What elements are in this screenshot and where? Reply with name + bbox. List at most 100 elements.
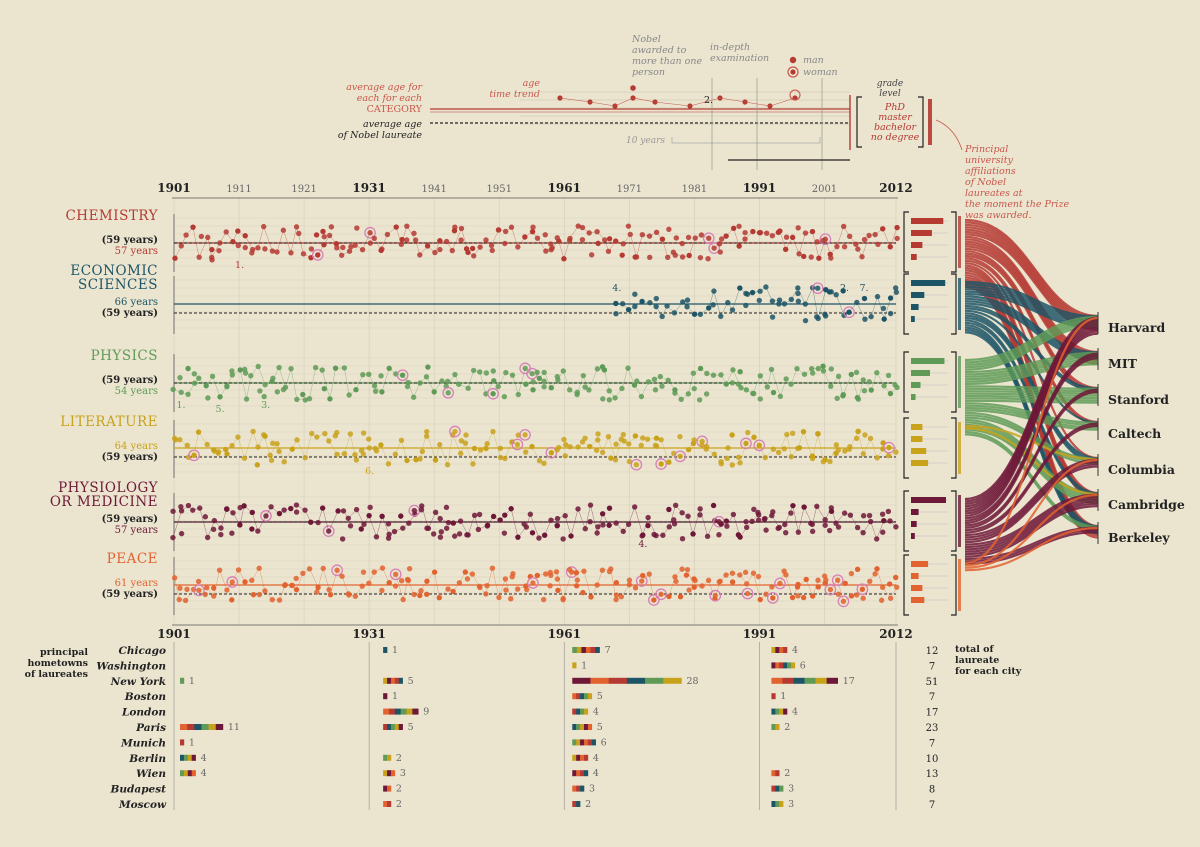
laureate-woman-ring — [260, 510, 272, 522]
laureate-dot — [419, 448, 426, 455]
laureate-dot — [885, 508, 892, 515]
laureate-dot — [835, 591, 842, 597]
laureate-dot — [639, 533, 645, 539]
city-count: 9 — [423, 707, 429, 718]
year-tick-label: 1921 — [291, 184, 316, 195]
laureate-woman-dot — [744, 590, 751, 597]
laureate-dot — [579, 236, 586, 243]
flow-line — [964, 302, 1099, 361]
city-bar-segment — [194, 724, 202, 730]
laureate-dot — [464, 532, 470, 538]
laureate-dot — [293, 509, 300, 515]
laureate-dot — [853, 369, 860, 376]
laureate-dot — [198, 233, 205, 240]
city-bar-segment — [572, 801, 577, 807]
laureate-dot — [366, 436, 372, 442]
laureate-dot — [595, 431, 601, 437]
city-bar-segment — [572, 662, 577, 669]
laureate-dot — [809, 528, 816, 535]
annotation-note: 6. — [365, 466, 374, 477]
laureate-dot — [677, 594, 684, 600]
laureate-woman-ring — [545, 446, 558, 459]
laureate-dot — [378, 373, 384, 379]
grade-bracket-left — [903, 554, 909, 616]
laureate-dot — [625, 223, 632, 229]
laureate-dot — [802, 317, 809, 324]
city-bar-segment — [771, 662, 776, 669]
laureate-dot — [313, 232, 320, 238]
city-name: Washington — [96, 660, 166, 672]
laureate-dot — [372, 388, 379, 394]
annotation-note: 5. — [216, 404, 225, 415]
age-trend-line — [172, 504, 897, 540]
city-name: New York — [110, 676, 166, 688]
legend-shared-line-1: Nobel — [631, 34, 661, 45]
laureate-dot — [710, 302, 716, 308]
category-age-label: 57 years — [115, 525, 158, 536]
laureate-dot — [673, 578, 679, 585]
city-count: 2 — [585, 799, 591, 810]
city-bar-segment — [779, 708, 784, 715]
affil-line-1: Principal — [964, 144, 1008, 155]
category-age-label: 61 years — [115, 578, 158, 589]
laureate-woman-ring — [647, 594, 660, 606]
laureate-dot — [887, 310, 894, 317]
category-age-label: (59 years) — [102, 308, 158, 319]
city-count: 1 — [581, 660, 587, 671]
grade-bracket-left — [903, 211, 909, 273]
laureate-dot — [555, 587, 561, 594]
legend-grade-bar — [928, 99, 932, 145]
city-total: 17 — [926, 708, 939, 719]
laureate-dot — [755, 573, 762, 580]
legend-man-label: man — [803, 55, 824, 66]
year-tick-label: 2001 — [812, 184, 837, 195]
flow-line — [964, 385, 1099, 390]
laureate-dot — [177, 585, 183, 591]
flow-line — [964, 493, 1099, 546]
laureate-dot — [826, 527, 833, 534]
laureate-woman-dot — [658, 461, 664, 467]
city-bar-segment — [779, 662, 784, 669]
flow-line — [964, 387, 1099, 393]
year-tick-label-bottom: 1961 — [548, 627, 581, 641]
laureate-dot — [443, 525, 450, 531]
city-bar-segment — [383, 677, 388, 684]
laureate-dot — [582, 384, 588, 390]
laureate-woman-ring — [396, 369, 409, 382]
city-bar-segment — [383, 693, 388, 700]
laureate-dot — [521, 521, 527, 527]
year-tick-label: 1931 — [352, 181, 385, 195]
legend-grade-title-2: level — [879, 89, 901, 99]
category-age-label: (59 years) — [102, 514, 158, 525]
laureate-dot — [833, 450, 839, 457]
legend-grade-bachelor: bachelor — [874, 122, 918, 133]
city-bar-segment — [771, 801, 776, 807]
city-bar-segment — [187, 724, 195, 730]
flow-line — [964, 500, 1099, 553]
grade-bracket-right — [951, 211, 957, 273]
laureate-woman-ring — [226, 576, 239, 588]
legend-shared-line-2: awarded to — [632, 45, 687, 56]
laureate-dot — [866, 512, 873, 519]
legend-ten-years: 10 years — [626, 136, 665, 146]
laureate-dot — [828, 366, 835, 372]
laureate-dot — [735, 454, 742, 460]
city-name: London — [121, 707, 166, 719]
city-bar-segment — [180, 677, 185, 684]
city-bar-segment — [383, 724, 388, 730]
laureate-dot — [229, 597, 235, 603]
laureate-dot — [554, 235, 560, 241]
city-bar-segment — [180, 770, 185, 777]
laureate-dot — [653, 443, 660, 449]
category-title: PEACE — [107, 551, 158, 567]
laureate-dot — [783, 529, 789, 536]
category-title: SCIENCES — [78, 277, 158, 293]
flow-line — [964, 354, 1099, 376]
laureate-dot — [541, 384, 547, 390]
annotation-note: 7. — [859, 283, 868, 294]
laureate-dot — [195, 578, 202, 585]
city-name: Moscow — [118, 799, 167, 811]
laureate-dot — [547, 583, 553, 589]
university-label: MIT — [1108, 356, 1138, 371]
